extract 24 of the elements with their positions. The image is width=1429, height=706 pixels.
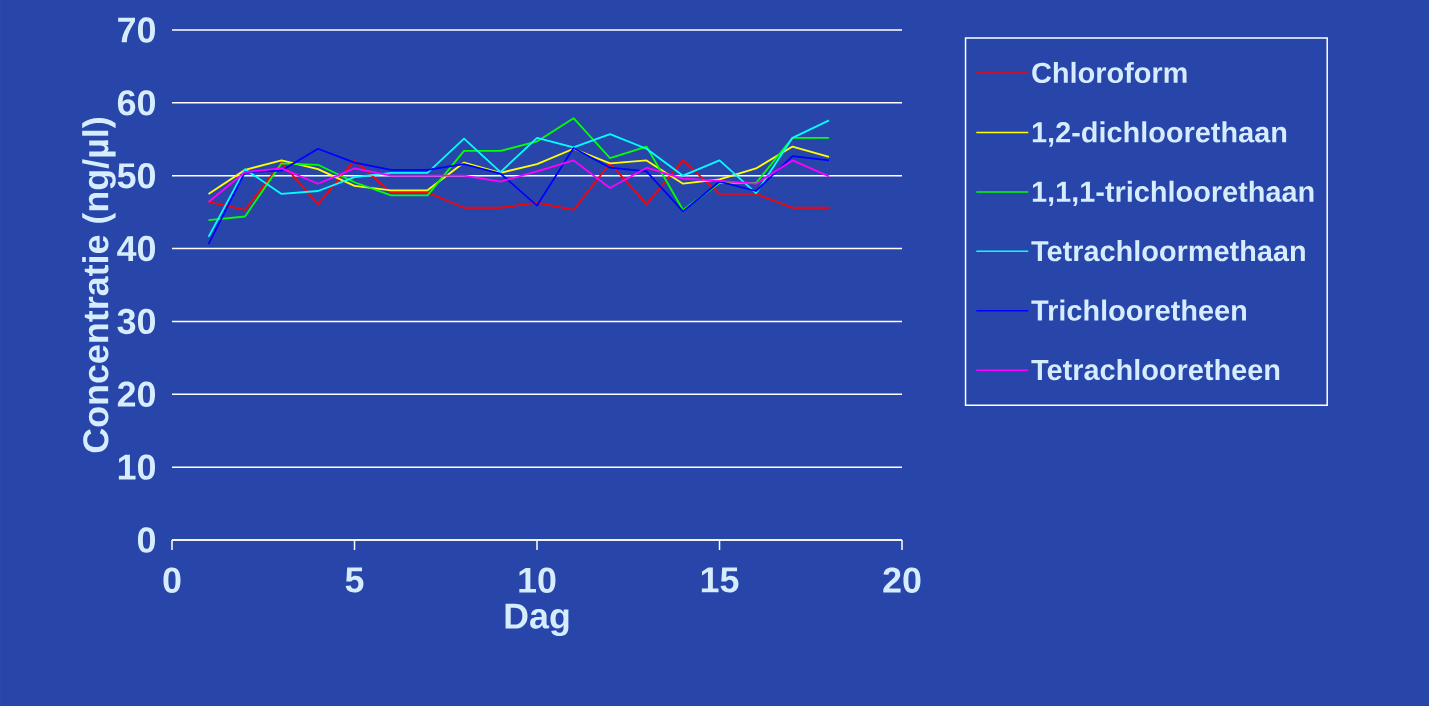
legend-label: Chloroform	[1032, 61, 1187, 84]
x-tick-label: 15	[701, 567, 739, 593]
y-tick-label: 50	[117, 163, 156, 189]
y-axis-title: Concentratie (ng/µl)	[82, 118, 116, 453]
y-tick-label: 40	[117, 235, 156, 262]
y-tick-label: 10	[118, 454, 156, 480]
legend-label: Tetrachloormethaan	[1031, 240, 1305, 262]
y-tick-label: 30	[117, 308, 156, 335]
x-axis-title: Dag	[505, 603, 569, 637]
x-tick-label: 10	[519, 567, 556, 593]
line-series	[207, 145, 830, 195]
y-tick-label: 20	[117, 381, 156, 407]
y-tick-label: 0	[137, 527, 156, 553]
y-tick-label: 60	[117, 90, 156, 116]
line-series	[207, 147, 830, 246]
legend-label: 1,2-dichloorethaan	[1032, 121, 1287, 147]
x-tick-label: 20	[883, 567, 921, 593]
legend-label: 1,1,1-trichloorethaan	[1032, 180, 1314, 207]
legend-label: Tetrachlooretheen	[1031, 358, 1280, 381]
legend-label: Trichlooretheen	[1031, 299, 1246, 321]
y-tick-label: 70	[118, 17, 156, 43]
x-tick-label: 0	[163, 567, 181, 593]
line-series	[207, 159, 830, 211]
x-tick-label: 5	[345, 567, 364, 593]
